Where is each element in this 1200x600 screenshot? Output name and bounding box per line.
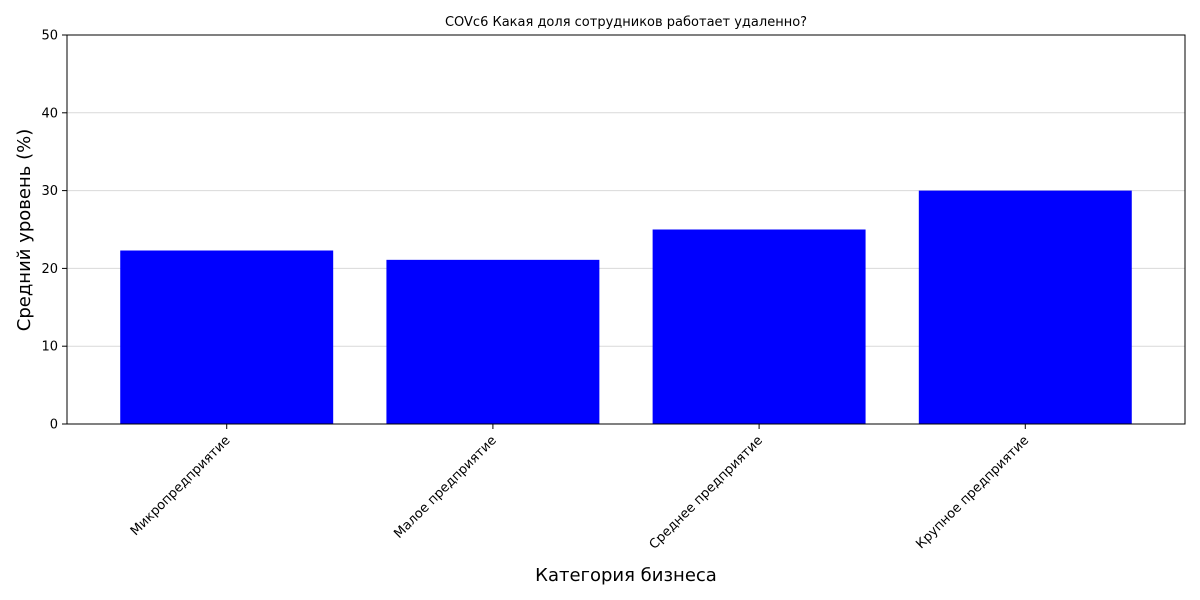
chart-title: COVc6 Какая доля сотрудников работает уд… <box>445 15 807 30</box>
y-tick-label: 50 <box>41 29 58 44</box>
y-tick-label: 0 <box>50 418 58 433</box>
x-axis-ticks: Микропредприятие Малое предприятие Среднее… <box>128 424 1032 553</box>
x-tick-label: Среднее предприятие <box>647 433 766 552</box>
x-tick-label: Крупное предприятие <box>913 433 1032 552</box>
y-tick-label: 30 <box>41 184 58 199</box>
x-tick-label: Микропредприятие <box>128 433 234 539</box>
bar <box>652 229 866 424</box>
y-tick-label: 20 <box>41 262 58 277</box>
y-tick-label: 10 <box>41 340 58 355</box>
bars <box>120 190 1132 424</box>
plot-frame <box>66 34 1186 425</box>
bar <box>386 259 600 424</box>
x-tick-label: Малое предприятие <box>391 433 499 541</box>
y-tick-label: 40 <box>41 106 58 121</box>
y-axis-label: Средний уровень (%) <box>14 129 35 331</box>
y-axis-ticks: 0 10 20 30 40 50 <box>41 29 67 433</box>
bar <box>918 190 1132 424</box>
bar <box>120 250 334 424</box>
x-axis-label: Категория бизнеса <box>535 565 717 586</box>
